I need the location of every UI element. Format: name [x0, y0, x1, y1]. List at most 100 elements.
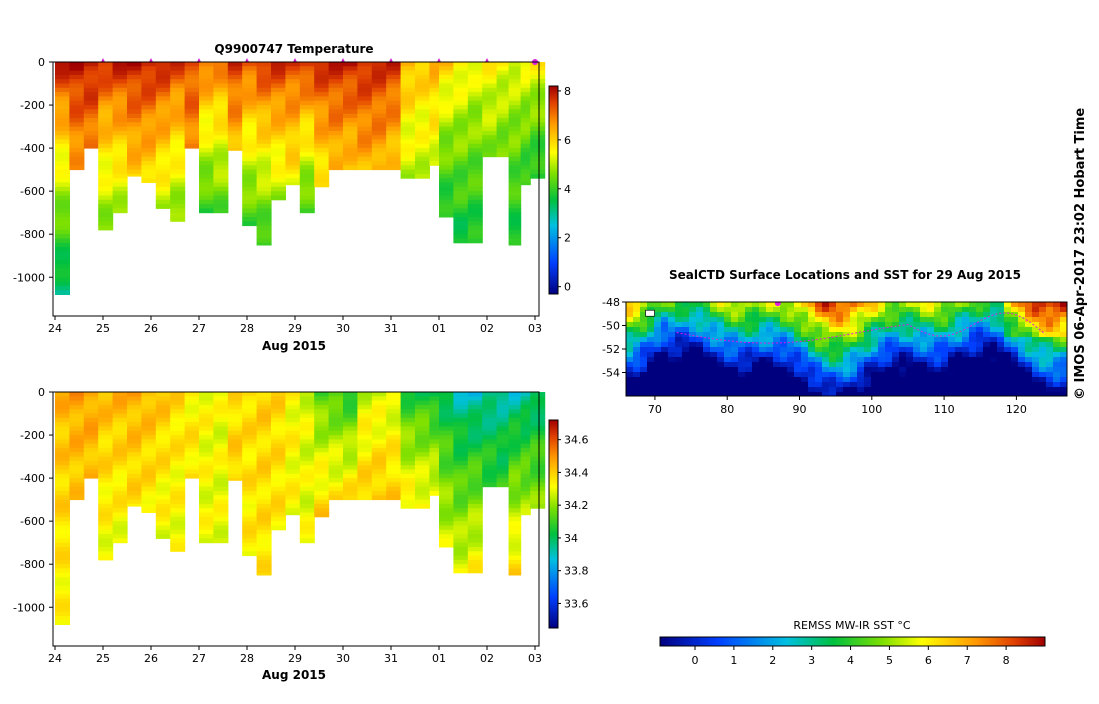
profile-cell [357, 413, 373, 419]
sst-cell [682, 392, 690, 396]
profile-cell [439, 74, 454, 80]
sst-cell [647, 307, 655, 313]
profile-cell [98, 413, 114, 419]
profile-cell [328, 482, 344, 488]
profile-cell [213, 465, 229, 470]
profile-cell [429, 486, 440, 492]
profile-cell [415, 400, 430, 406]
sst-cell [633, 342, 641, 348]
profile-cell [520, 448, 531, 453]
sst-cell [934, 362, 942, 368]
profile-cell [199, 182, 214, 188]
sst-cell [780, 327, 788, 333]
profile-cell [343, 62, 358, 67]
profile-cell [453, 199, 469, 205]
profile-cell [127, 173, 142, 177]
profile-cell [508, 503, 522, 509]
profile-cell [439, 430, 454, 436]
profile-cell [184, 400, 200, 406]
profile-cell [170, 212, 186, 218]
profile-cell [314, 83, 330, 89]
profile-cell [285, 422, 301, 427]
sst-cell [871, 392, 879, 396]
profile-cell [199, 92, 214, 97]
profile-cell [429, 392, 440, 397]
sst-cell [829, 387, 837, 393]
sst-cell [948, 302, 956, 308]
sst-cell [794, 362, 802, 368]
profile-cell [98, 178, 114, 183]
profile-cell [256, 135, 272, 140]
profile-cell [328, 156, 344, 162]
sst-cell [675, 352, 683, 358]
profile-cell [112, 152, 128, 158]
sst-cell [948, 317, 956, 323]
sst-cell [1018, 362, 1026, 368]
x-tick-label: 30 [336, 322, 350, 335]
profile-cell [530, 96, 546, 102]
sst-cell [934, 302, 942, 308]
sst-cell [878, 347, 886, 353]
profile-cell [184, 74, 200, 80]
sst-cell [1046, 332, 1054, 338]
profile-cell [299, 152, 315, 158]
profile-cell [496, 96, 510, 102]
profile-cell [400, 135, 416, 140]
profile-cell [314, 148, 330, 153]
sst-cell [1018, 342, 1026, 348]
sst-cell [633, 387, 641, 393]
profile-cell [127, 165, 142, 171]
profile-cell [271, 173, 286, 179]
profile-cell [98, 225, 114, 231]
sst-cell [843, 332, 851, 338]
profile-cell [55, 542, 70, 548]
profile-cell [242, 551, 258, 557]
sst-cell [850, 337, 858, 343]
profile-cell [415, 169, 430, 175]
sst-colorbar-tick-label: 4 [847, 654, 854, 667]
profile-cell [69, 443, 85, 449]
sst-cell [948, 307, 956, 313]
profile-cell [453, 234, 469, 239]
profile-cell [199, 152, 214, 158]
profile-cell [227, 430, 243, 436]
sst-cell [850, 317, 858, 323]
profile-cell [467, 217, 483, 222]
profile-cell [213, 426, 229, 432]
profile-cell [415, 482, 430, 488]
profile-cell [530, 452, 546, 458]
sst-cell [710, 327, 718, 333]
profile-cell [213, 396, 229, 402]
profile-cell [453, 456, 469, 462]
profile-cell [256, 495, 272, 501]
profile-cell [386, 413, 402, 419]
profile-cell [439, 152, 454, 158]
profile-cell [242, 178, 258, 183]
profile-cell [285, 486, 301, 492]
profile-cell [467, 79, 483, 84]
sst-cell [899, 347, 907, 353]
sst-cell [871, 322, 879, 328]
sst-cell [654, 332, 662, 338]
sst-cell [738, 327, 746, 333]
sst-cell [633, 347, 641, 353]
sst-cell [787, 362, 795, 368]
profile-cell [98, 208, 114, 214]
profile-cell [155, 409, 171, 414]
sst-cell [633, 332, 641, 338]
profile-cell [199, 173, 214, 179]
profile-cell [155, 122, 171, 128]
sst-cell [759, 362, 767, 368]
profile-cell [112, 62, 128, 67]
profile-cell [271, 503, 286, 509]
profile-cell [508, 559, 522, 565]
profile-cell [357, 135, 373, 140]
profile-cell [482, 400, 498, 406]
sst-cell [626, 352, 634, 358]
profile-cell [256, 221, 272, 227]
profile-cell [213, 96, 229, 102]
profile-cell [227, 404, 243, 410]
profile-cell [83, 79, 99, 84]
sst-cell [682, 317, 690, 323]
sst-cell [1025, 387, 1033, 393]
